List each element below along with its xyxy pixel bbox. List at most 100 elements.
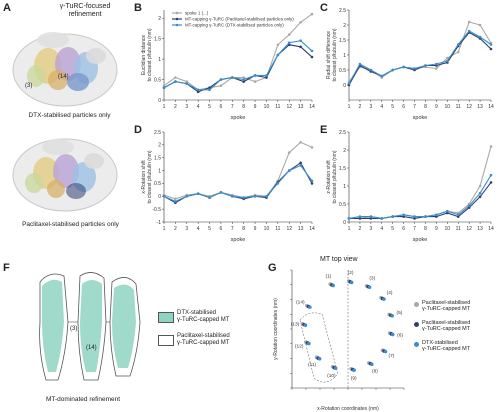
data-point-s3 [174,80,177,83]
data-point-s3 [467,29,471,33]
x-tick-label: 11 [275,226,280,232]
data-point-s3 [380,74,384,78]
chart-c: 00.511.522.51 2 3 4 5 6 7 8 9 10 11 12 13 14spokeRadi… [326,8,494,121]
data-point-s3 [369,68,373,72]
data-point-s1 [299,140,302,144]
g-position-label: (7) [388,353,394,359]
panel-f-legend-text-2a: Paclitaxel-stabilised [177,333,230,339]
panel-f-legend-item-2: Paclitaxel-stabilised γ-TuRC-capped MT [158,333,278,353]
series-line-1 [163,141,313,200]
data-point-s3 [299,39,302,42]
y-tick-label: 0 [343,83,346,89]
panel-f-marker-3: (3) [70,326,78,332]
panel-g-legend-item-2: Paclitaxel-stabilised γ-TuRC-capped MT [414,320,498,338]
data-point-s3 [162,86,166,90]
x-axis-label: spoke [231,237,246,243]
g-position-label: (2) [348,270,354,276]
data-point-s3 [456,43,460,46]
y-tick-label: 0.5 [154,181,161,187]
data-point-s3 [185,194,189,198]
panel-f-legend-swatch-1 [158,312,174,323]
x-tick-label: 14 [488,104,494,110]
data-point-s2 [446,211,449,215]
g-point-blue [352,368,356,372]
data-point-s1 [299,20,302,24]
data-point-s3 [489,173,493,177]
panel-g-legend-dot-1 [414,302,419,307]
y-tick-label: 2 [158,16,161,22]
data-point-s1 [446,56,449,60]
g-point-blue [303,323,308,328]
data-point-s2 [265,76,268,79]
legend-label-1: spoke 1 (...) [185,11,209,16]
x-tick-label: 7 [413,226,416,232]
data-point-s3 [310,49,314,53]
data-point-s3 [219,191,223,194]
data-point-s3 [287,41,291,45]
y-tick-label: 2.5 [154,130,161,136]
g-point-blue [390,314,394,318]
x-tick-label: 13 [298,226,304,232]
panel-letter-f: F [3,262,10,274]
x-tick-label: 12 [466,226,472,232]
panel-g-legend-item-3: DTX-stabilised γ-TuRC-capped MT [414,340,498,358]
x-tick-label: 10 [264,104,270,110]
data-point-s2 [310,55,314,59]
g-position-label: (12) [295,343,304,349]
data-point-s3 [242,196,245,199]
data-point-s3 [446,59,449,63]
x-tick-label: 13 [298,104,304,110]
data-point-s3 [369,215,373,218]
g-position-label: (3) [369,276,375,282]
series-line-2 [349,182,492,219]
panel-letter-d: D [134,124,142,136]
g-point-blue [349,280,354,285]
series-line-1 [163,13,313,91]
data-point-s3 [402,65,405,69]
data-point-s3 [413,215,416,218]
data-point-s1 [174,197,177,201]
g-point-blue [367,285,372,290]
y-tick-label: -1 [157,220,162,226]
data-point-s3 [287,169,291,172]
chart-e: 00.511.522.51 2 3 4 5 6 7 8 9 10 11 12 13 14spokez-Ro… [326,130,494,243]
x-tick-label: 4 [380,226,383,232]
x-tick-label: 7 [231,104,234,110]
data-point-s3 [276,53,280,57]
panel-g-legend-text-1b: γ-TuRC-capped MT [422,306,471,312]
x-tick-label: 12 [286,226,292,232]
data-point-s3 [358,215,362,218]
x-tick-label: 8 [424,226,427,232]
g-position-label: (10) [327,373,336,379]
data-point-s3 [358,62,362,66]
y-axis-label: to closest p/tubulin (nm) [332,150,338,203]
g-position-label: (4) [387,290,393,296]
panel-f-legend-text-1a: DTX-stabilised [177,310,217,316]
x-tick-label: 3 [369,226,372,232]
panel-g-legend-text-3a: DTX-stabilised [422,340,458,346]
data-point-s2 [196,90,200,94]
panel-g-plot: (1) (2) (3) (4) (5) (6) (7) (8) (9) (10) (11) (12) (… [273,269,405,412]
data-point-s2 [402,215,405,218]
x-tick-label: 5 [391,104,394,110]
data-point-s3 [208,196,211,199]
data-point-s3 [174,200,177,203]
panel-letter-g: G [268,262,277,274]
x-tick-label: 5 [208,226,211,232]
y-tick-label: 1.5 [154,156,161,162]
data-point-s3 [446,209,449,213]
y-tick-label: 0.5 [154,77,161,83]
data-point-s3 [299,164,302,167]
x-tick-label: 4 [380,104,383,110]
chart-d: -1-0.500.511.522.51 2 3 4 5 6 7 8 9 10 11 12 13 14spo… [141,130,315,243]
data-point-s3 [478,35,482,39]
x-tick-label: 14 [309,226,315,232]
data-point-s3 [402,213,405,217]
data-point-s1 [435,67,438,70]
g-point-blue [307,341,311,346]
x-tick-label: 6 [402,226,405,232]
data-point-s3 [162,194,166,198]
data-point-s3 [253,74,257,77]
data-point-s1 [242,76,245,79]
data-point-s1 [219,84,223,87]
